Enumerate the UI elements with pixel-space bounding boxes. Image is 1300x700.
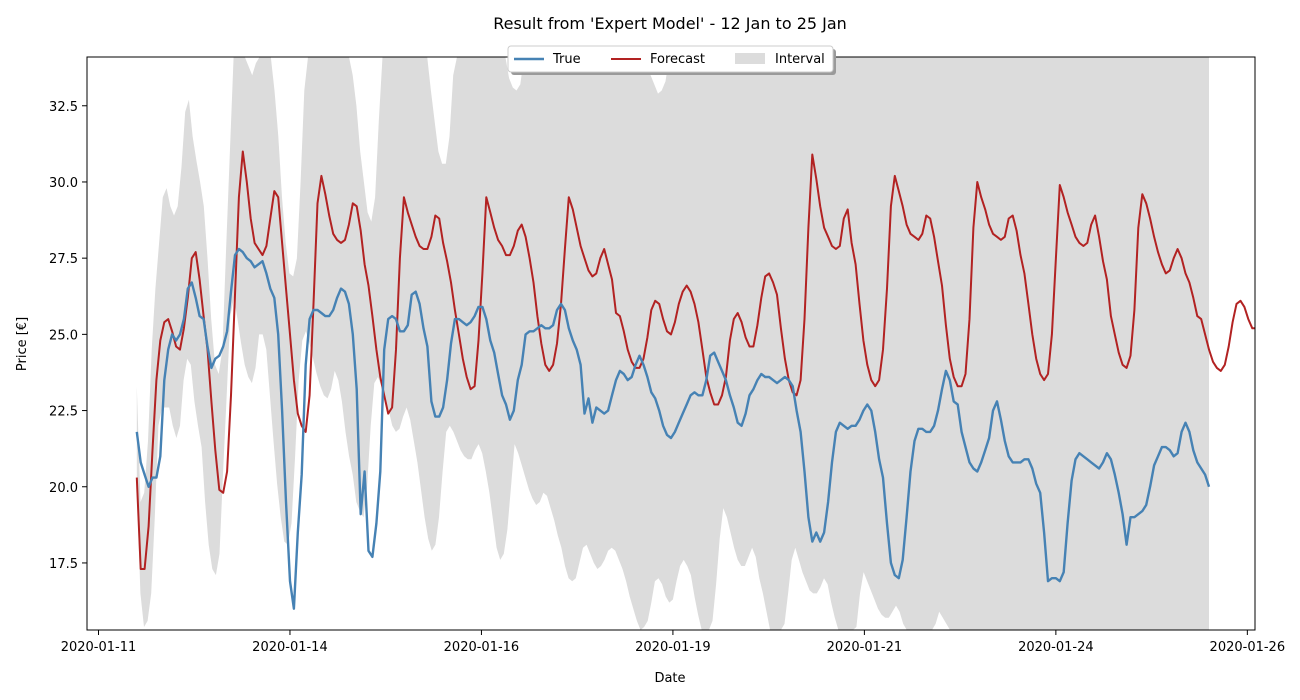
x-axis-label: Date xyxy=(654,671,685,686)
x-tick-label: 2020-01-11 xyxy=(61,640,137,655)
y-axis-label: Price [€] xyxy=(15,317,30,371)
x-axis: 2020-01-11 2020-01-14 2020-01-16 2020-01-19… xyxy=(61,630,1285,655)
plot-area xyxy=(135,57,1255,630)
y-tick-label: 22.5 xyxy=(49,405,78,420)
legend-interval-swatch xyxy=(735,53,765,64)
y-tick-label: 20.0 xyxy=(49,481,78,496)
legend-forecast-label: Forecast xyxy=(650,52,705,67)
true-series-line xyxy=(135,247,1211,610)
x-tick-label: 2020-01-26 xyxy=(1210,640,1286,655)
legend-interval-label: Interval xyxy=(775,52,825,67)
y-tick-label: 17.5 xyxy=(49,557,78,572)
chart-title: Result from 'Expert Model' - 12 Jan to 2… xyxy=(493,14,847,33)
legend-true-label: True xyxy=(552,52,581,67)
x-tick-label: 2020-01-19 xyxy=(635,640,711,655)
legend-box xyxy=(507,45,834,73)
y-tick-label: 25.0 xyxy=(49,328,78,343)
x-tick-label: 2020-01-14 xyxy=(252,640,328,655)
y-axis: 17.5 20.0 22.5 25.0 27.5 30.0 32.5 xyxy=(49,100,87,572)
y-tick-label: 30.0 xyxy=(49,176,78,191)
y-tick-label: 32.5 xyxy=(49,100,78,115)
legend: True Forecast Interval xyxy=(507,45,836,75)
x-tick-label: 2020-01-21 xyxy=(827,640,903,655)
x-tick-label: 2020-01-24 xyxy=(1018,640,1094,655)
forecast-series-line xyxy=(135,150,1255,570)
x-tick-label: 2020-01-16 xyxy=(444,640,520,655)
y-tick-label: 27.5 xyxy=(49,252,78,267)
